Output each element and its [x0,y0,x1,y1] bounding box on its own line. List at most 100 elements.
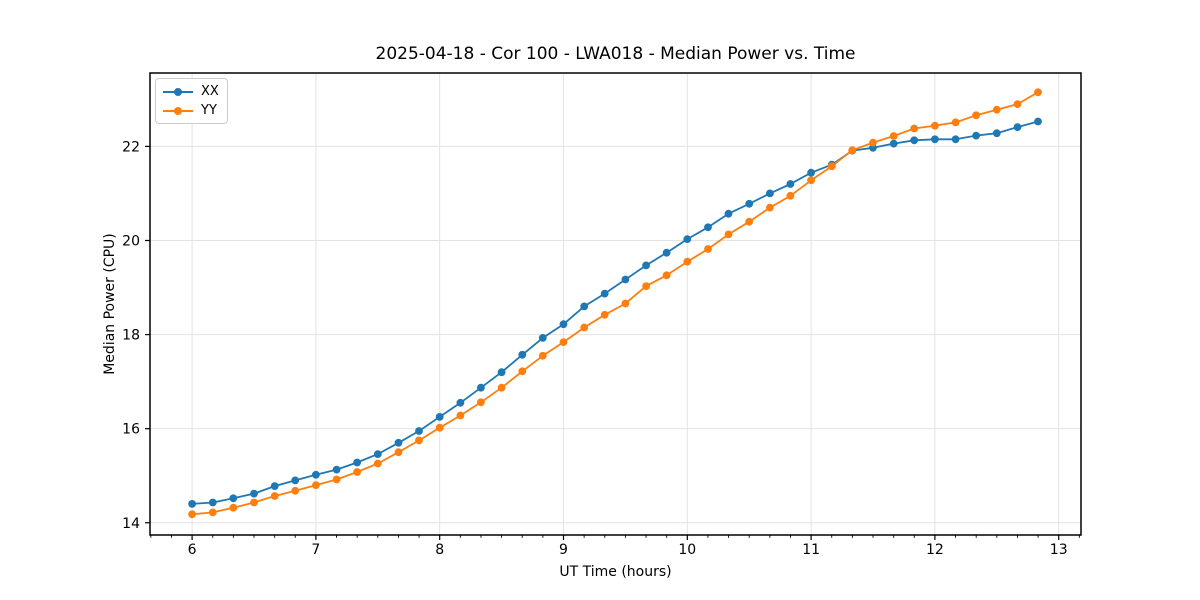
data-point-XX [642,261,650,270]
legend-swatch-yy [163,106,193,116]
data-point-YY [456,411,465,420]
data-point-XX [724,209,733,218]
data-point-YY [745,217,754,226]
data-point-XX [332,465,341,474]
data-point-YY [827,162,836,171]
data-point-YY [373,459,382,468]
data-point-XX [250,489,258,498]
legend-label-yy: YY [201,103,217,118]
x-tick-label: 6 [188,542,197,558]
data-point-XX [456,398,465,407]
data-point-YY [766,203,774,212]
y-tick-label: 20 [122,233,140,249]
legend-marker-icon [174,106,182,115]
data-point-YY [869,138,877,147]
x-tick-label: 11 [802,542,820,558]
data-point-XX [662,248,671,257]
y-tick-label: 18 [122,328,140,344]
data-point-XX [208,498,217,507]
data-point-XX [312,470,320,479]
data-point-YY [394,448,403,457]
data-point-XX [373,450,382,458]
data-point-XX [972,131,980,140]
y-tick-label: 14 [122,516,140,532]
series-line-YY [192,91,1039,516]
data-point-XX [435,413,444,421]
data-point-YY [580,323,589,332]
legend-item-xx: XX [163,83,219,100]
data-point-XX [992,129,1001,138]
data-point-XX [745,199,754,208]
data-point-YY [621,299,630,308]
data-point-XX [807,168,815,177]
data-point-XX [704,223,712,232]
data-point-XX [766,189,774,198]
x-tick-label: 9 [559,542,568,558]
y-tick-label: 16 [122,422,140,438]
data-point-YY [683,257,692,266]
data-point-YY [477,398,485,407]
data-point-YY [1013,100,1022,108]
data-point-XX [786,180,795,188]
data-point-YY [250,498,258,507]
data-point-YY [642,282,650,290]
data-point-YY [724,230,733,239]
data-point-YY [910,124,919,133]
data-point-YY [848,146,857,155]
data-point-YY [951,118,960,127]
legend-marker-icon [174,87,182,96]
data-point-YY [889,132,898,140]
data-point-XX [188,500,197,508]
data-point-XX [415,427,423,435]
y-tick-label: 22 [122,139,140,155]
x-tick-label: 8 [435,542,444,558]
x-tick-label: 10 [678,542,696,558]
data-point-YY [497,383,506,392]
legend-swatch-xx [163,87,193,97]
data-point-XX [559,320,568,329]
data-point-YY [353,468,361,476]
data-point-XX [621,275,630,284]
data-point-YY [704,245,712,253]
data-point-YY [208,508,217,517]
data-point-XX [394,438,403,447]
data-point-XX [291,476,300,485]
legend: XX YY [155,78,228,124]
legend-item-yy: YY [163,102,219,119]
data-point-YY [312,481,320,489]
data-point-YY [538,351,547,360]
chart-title: 2025-04-18 - Cor 100 - LWA018 - Median P… [375,44,856,64]
data-point-YY [786,191,795,200]
data-point-XX [353,458,361,467]
series-line-XX [192,120,1039,505]
x-tick-label: 13 [1050,542,1068,558]
data-point-XX [931,135,939,144]
data-point-YY [992,105,1001,114]
data-point-XX [518,350,527,359]
data-point-XX [910,136,919,145]
data-point-XX [600,289,609,298]
data-point-YY [662,271,671,280]
data-point-YY [559,338,568,346]
data-point-XX [270,482,279,490]
data-point-YY [291,486,300,495]
data-point-XX [1034,117,1042,126]
x-tick-label: 7 [311,542,320,558]
data-point-YY [270,492,279,500]
data-point-XX [580,302,589,311]
data-point-YY [931,121,939,130]
plot-border [149,72,1082,536]
data-point-YY [435,423,444,432]
data-point-YY [1034,88,1042,97]
data-point-YY [600,310,609,319]
data-point-YY [415,436,423,445]
data-point-XX [538,334,547,342]
x-axis-label: UT Time (hours) [559,564,672,580]
data-point-XX [229,494,238,503]
data-point-XX [683,235,692,244]
data-point-YY [518,367,527,376]
data-point-XX [477,383,485,392]
data-point-YY [807,176,815,185]
